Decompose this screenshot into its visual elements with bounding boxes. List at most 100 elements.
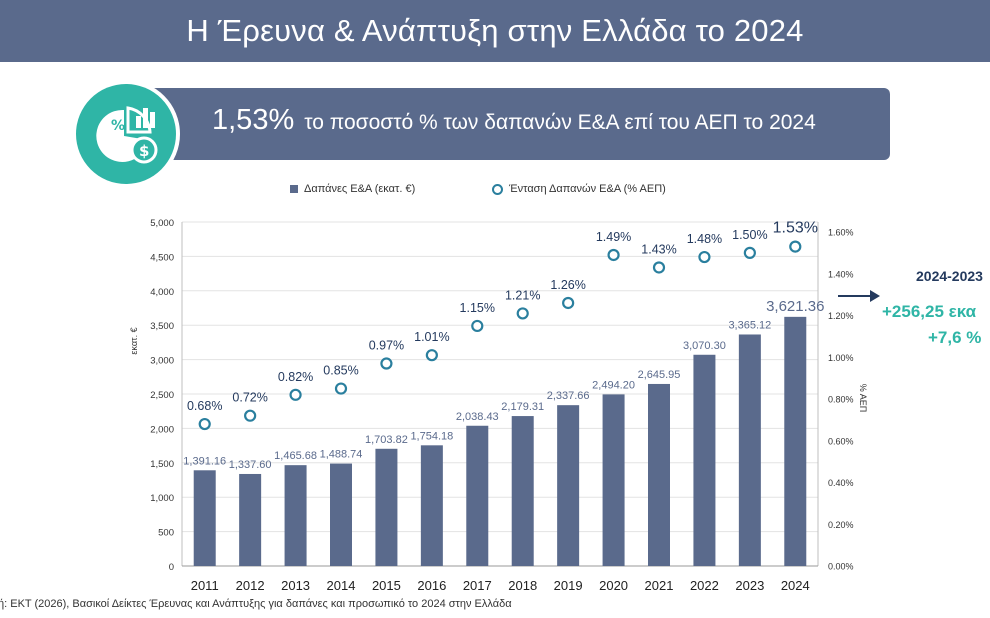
- point-marker: [380, 357, 393, 370]
- x-tick-label: 2024: [781, 578, 810, 593]
- bar-value-label: 1,703.82: [365, 434, 408, 446]
- x-tick-label: 2023: [735, 578, 764, 593]
- bar-value-label: 2,038.43: [456, 411, 499, 423]
- legend-points: Ένταση Δαπανών Ε&Α (% ΑΕΠ): [492, 183, 666, 195]
- y2-tick-label: 0.40%: [828, 478, 854, 488]
- x-tick-label: 2019: [554, 578, 583, 593]
- point-value-label: 1.21%: [505, 288, 540, 302]
- y2-tick-label: 1.40%: [828, 269, 854, 279]
- bar: [375, 448, 398, 566]
- point-value-label: 1.43%: [641, 242, 676, 256]
- y-tick-label: 4,000: [150, 287, 174, 298]
- bar: [466, 425, 489, 566]
- x-tick-label: 2017: [463, 578, 492, 593]
- point-value-label: 0.82%: [278, 370, 313, 384]
- bar: [557, 405, 580, 566]
- side-pct-change: +7,6 %: [928, 328, 982, 347]
- svg-text:%: %: [111, 118, 125, 134]
- bar: [284, 465, 307, 566]
- y2-tick-label: 1.60%: [828, 228, 854, 238]
- side-period: 2024-2023: [916, 268, 983, 284]
- y2-tick-label: 1.20%: [828, 311, 854, 321]
- point-value-label: 1.26%: [550, 278, 585, 292]
- percent-chart-money-icon: % $: [76, 84, 176, 184]
- bar-value-label: 2,645.95: [638, 369, 681, 381]
- x-tick-label: 2015: [372, 578, 401, 593]
- y-axis-title: εκατ. €: [129, 327, 139, 354]
- bar: [193, 470, 216, 566]
- bar: [784, 316, 807, 566]
- bar-value-label: 2,179.31: [501, 401, 544, 413]
- x-tick-label: 2021: [645, 578, 674, 593]
- highlight-description: το ποσοστό % των δαπανών Ε&Α επί του ΑΕΠ…: [304, 111, 816, 134]
- y-tick-label: 1,500: [150, 459, 174, 470]
- x-tick-label: 2022: [690, 578, 719, 593]
- legend-bars: Δαπάνες Ε&Α (εκατ. €): [290, 183, 415, 195]
- point-marker: [289, 388, 302, 401]
- side-abs-change: +256,25 εκα: [882, 302, 977, 321]
- svg-text:$: $: [139, 142, 149, 160]
- legend-bar-swatch: [290, 185, 298, 193]
- x-tick-label: 2018: [508, 578, 537, 593]
- bar: [693, 354, 716, 566]
- point-marker: [516, 307, 529, 320]
- bar-value-label: 1,488.74: [320, 449, 363, 461]
- y2-tick-label: 0.00%: [828, 562, 854, 572]
- bar-value-label: 2,337.66: [547, 390, 590, 402]
- legend-point-swatch: [492, 183, 503, 195]
- source-note: ή: ΕΚΤ (2026), Βασικοί Δείκτες Έρευνας κ…: [0, 598, 512, 610]
- header-bar: Η Έρευνα & Ανάπτυξη στην Ελλάδα το 2024: [0, 0, 990, 62]
- x-tick-label: 2011: [191, 578, 219, 593]
- y-tick-label: 1,000: [150, 493, 174, 504]
- y2-axis-title: % ΑΕΠ: [858, 384, 868, 413]
- point-value-label: 0.85%: [323, 364, 358, 378]
- point-marker: [562, 296, 575, 310]
- point-marker: [198, 417, 211, 431]
- y-tick-label: 5,000: [150, 218, 174, 229]
- point-value-label: 1.48%: [687, 232, 722, 246]
- bar: [420, 445, 443, 566]
- point-value-label: 1.53%: [773, 220, 818, 237]
- bar-value-label: 3,621.36: [766, 298, 824, 315]
- point-marker: [698, 250, 711, 264]
- bar: [602, 394, 625, 566]
- x-tick-label: 2012: [236, 578, 265, 593]
- bar-value-label: 3,365.12: [728, 319, 771, 331]
- y-tick-label: 2,500: [150, 390, 174, 401]
- x-tick-label: 2016: [417, 578, 446, 593]
- bar-value-label: 3,070.30: [683, 340, 726, 352]
- bar-value-label: 1,391.16: [183, 455, 226, 467]
- y2-tick-label: 0.60%: [828, 436, 854, 446]
- bar-value-label: 1,337.60: [229, 459, 272, 471]
- legend-point-label: Ένταση Δαπανών Ε&Α (% ΑΕΠ): [509, 183, 666, 195]
- point-value-label: 1.01%: [414, 330, 449, 344]
- bar: [511, 416, 534, 566]
- y-tick-label: 0: [169, 562, 174, 573]
- chart-legend: Δαπάνες Ε&Α (εκατ. €) Ένταση Δαπανών Ε&Α…: [0, 183, 990, 201]
- x-tick-label: 2020: [599, 578, 628, 593]
- point-marker: [789, 240, 802, 253]
- x-tick-label: 2013: [281, 578, 310, 593]
- highlight-banner: 1,53% το ποσοστό % των δαπανών Ε&Α επί τ…: [120, 88, 890, 160]
- y-tick-label: 4,500: [150, 252, 174, 263]
- point-value-label: 1.15%: [460, 301, 495, 315]
- y2-tick-label: 0.80%: [828, 395, 854, 405]
- point-value-label: 1.49%: [596, 230, 631, 244]
- point-value-label: 0.68%: [187, 399, 222, 413]
- bar-value-label: 1,754.18: [410, 430, 453, 442]
- point-marker: [743, 246, 756, 259]
- y-tick-label: 3,000: [150, 356, 174, 367]
- point-value-label: 0.72%: [232, 391, 267, 405]
- point-value-label: 1.50%: [732, 228, 767, 242]
- y2-tick-label: 0.20%: [828, 520, 854, 530]
- badge: % $: [72, 80, 180, 188]
- point-marker: [244, 409, 257, 422]
- point-value-label: 0.97%: [369, 339, 404, 353]
- point-marker: [425, 349, 438, 362]
- y-tick-label: 3,500: [150, 321, 174, 332]
- y2-tick-label: 1.00%: [828, 353, 854, 363]
- y-tick-label: 500: [158, 528, 174, 539]
- bar-value-label: 2,494.20: [592, 379, 635, 391]
- point-marker: [334, 382, 348, 395]
